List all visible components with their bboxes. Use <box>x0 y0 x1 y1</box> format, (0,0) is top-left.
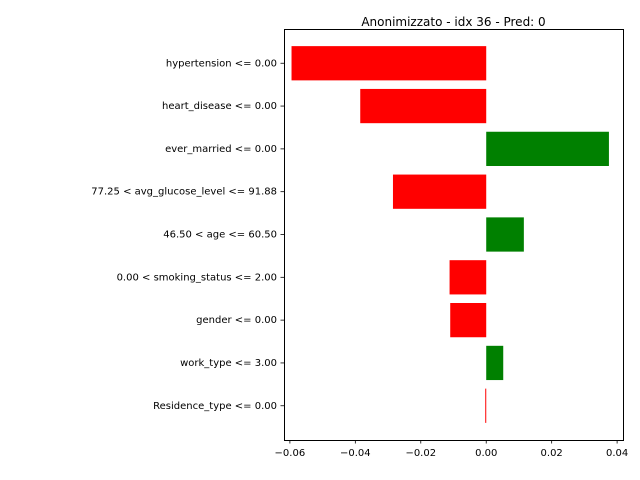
y-tick-label: heart_disease <= 0.00 <box>162 101 277 112</box>
y-tick-label: work_type <= 3.00 <box>180 358 277 369</box>
y-tick-label: 77.25 < avg_glucose_level <= 91.88 <box>91 187 277 198</box>
bar-6 <box>450 303 487 338</box>
y-tick-label: Residence_type <= 0.00 <box>153 401 277 412</box>
x-tick-label: −0.04 <box>340 448 371 459</box>
x-tick-label: 0.00 <box>475 448 497 459</box>
x-tick-label: 0.02 <box>541 448 563 459</box>
ticks-layer: hypertension <= 0.00 heart_disease <= 0.0… <box>91 58 628 459</box>
plot-frame <box>284 29 624 441</box>
bar-8 <box>485 388 487 423</box>
y-tick-label: gender <= 0.00 <box>196 315 277 326</box>
bar-1 <box>360 88 487 124</box>
chart-title: Anonimizzato - idx 36 - Pred: 0 <box>361 15 545 29</box>
y-tick-label: 46.50 < age <= 60.50 <box>163 230 277 241</box>
bar-2 <box>486 131 609 166</box>
y-tick-label: 0.00 < smoking_status <= 2.00 <box>117 272 277 283</box>
bar-5 <box>449 260 487 295</box>
bar-0 <box>291 46 487 81</box>
y-tick-label: ever_married <= 0.00 <box>165 144 277 155</box>
x-tick-label: 0.04 <box>606 448 628 459</box>
x-tick-label: −0.02 <box>405 448 436 459</box>
bar-7 <box>486 345 504 381</box>
bar-4 <box>486 217 524 252</box>
bars-layer <box>291 46 609 423</box>
x-tick-label: −0.06 <box>275 448 306 459</box>
y-tick-label: hypertension <= 0.00 <box>166 58 277 69</box>
bar-3 <box>392 174 487 209</box>
